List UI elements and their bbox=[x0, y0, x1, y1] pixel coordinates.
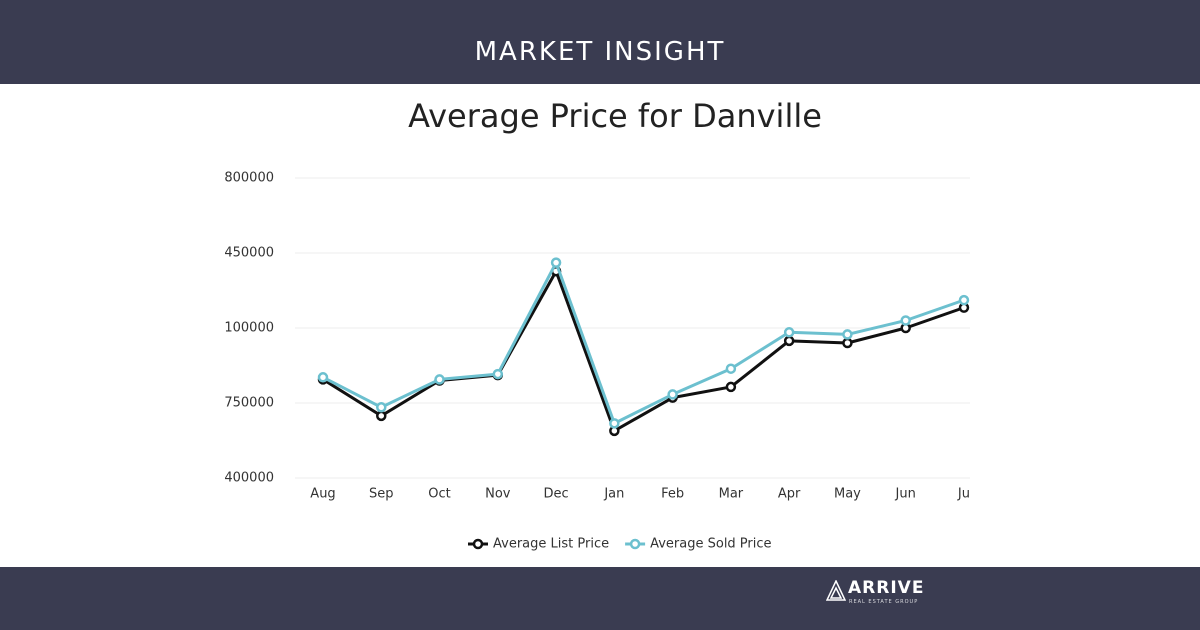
x-tick-label: Jan bbox=[603, 487, 624, 502]
x-tick-label: Jun bbox=[895, 487, 916, 502]
series-line bbox=[322, 261, 965, 425]
point bbox=[900, 315, 911, 326]
point bbox=[783, 335, 795, 347]
logo-tagline: REAL ESTATE GROUP bbox=[849, 599, 919, 605]
legend-label: Average Sold Price bbox=[650, 537, 771, 552]
header-title: MARKET INSIGHT bbox=[474, 37, 726, 67]
legend-label: Average List Price bbox=[493, 537, 609, 552]
x-tick-label: Oct bbox=[428, 487, 450, 502]
point bbox=[783, 327, 795, 338]
point bbox=[492, 368, 504, 380]
point bbox=[434, 374, 445, 385]
legend-marker bbox=[472, 538, 484, 550]
point bbox=[725, 381, 737, 393]
point bbox=[376, 410, 387, 422]
x-tick-label: May bbox=[834, 487, 861, 502]
x-tick-label: Ju bbox=[957, 487, 970, 502]
point bbox=[317, 372, 329, 383]
chart: Average Price for Danville 400000 750000 1… bbox=[224, 97, 970, 552]
series-line bbox=[322, 269, 965, 433]
x-tick-label: Apr bbox=[778, 487, 801, 502]
footer-band bbox=[0, 567, 1200, 630]
logo-name: ARRIVE bbox=[848, 578, 925, 598]
point bbox=[667, 389, 678, 400]
point bbox=[609, 418, 620, 429]
y-tick-label: 400000 bbox=[224, 471, 274, 486]
x-tick-label: Mar bbox=[719, 487, 744, 502]
x-tick-label: Dec bbox=[544, 487, 569, 502]
x-tick-label: Nov bbox=[485, 487, 511, 502]
x-tick-label: Aug bbox=[310, 487, 335, 502]
chart-title: Average Price for Danville bbox=[408, 97, 822, 135]
x-tick-label: Sep bbox=[369, 487, 394, 502]
point bbox=[842, 329, 853, 340]
y-tick-label: 450000 bbox=[224, 246, 274, 261]
point bbox=[958, 294, 970, 306]
logo-icon bbox=[826, 580, 846, 601]
point bbox=[550, 257, 562, 268]
y-tick-label: 100000 bbox=[224, 321, 274, 336]
point bbox=[842, 337, 853, 349]
y-tick-label: 800000 bbox=[224, 171, 274, 186]
header-band: MARKET INSIGHT bbox=[0, 0, 1200, 84]
point bbox=[725, 363, 737, 374]
legend-marker bbox=[629, 538, 641, 550]
y-tick-label: 750000 bbox=[224, 396, 274, 411]
point bbox=[376, 402, 387, 413]
x-tick-label: Feb bbox=[661, 487, 684, 502]
